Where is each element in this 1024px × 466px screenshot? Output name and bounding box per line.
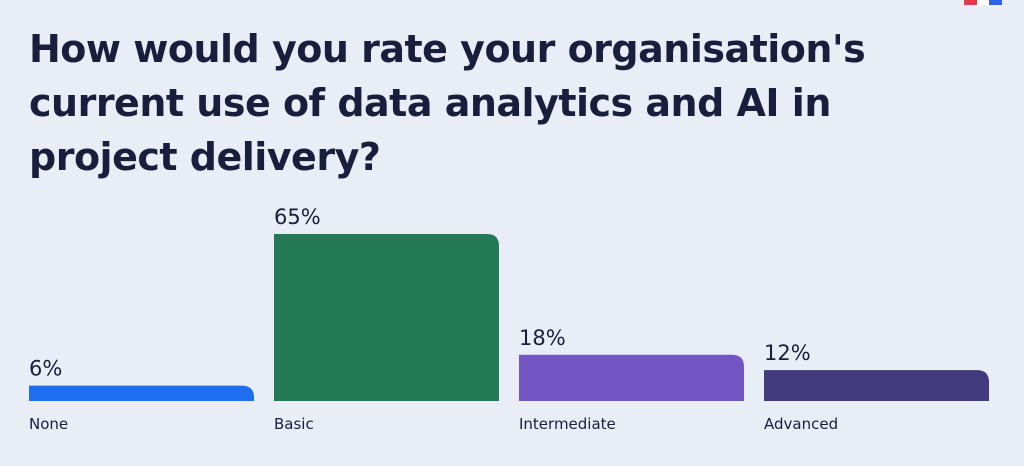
category-label-none: None (29, 415, 68, 433)
bar-none (29, 385, 254, 401)
value-label-none: 6% (29, 357, 62, 381)
logo-stripe-1 (964, 0, 977, 5)
bar-intermediate (519, 354, 744, 401)
logo-stripe-2 (976, 0, 990, 5)
bar-basic (274, 234, 499, 401)
category-label-basic: Basic (274, 415, 314, 433)
chart-title: How would you rate your organisation's c… (29, 27, 866, 179)
logo-stripe-3 (989, 0, 1003, 5)
value-label-advanced: 12% (764, 341, 811, 365)
value-label-intermediate: 18% (519, 326, 566, 350)
category-label-intermediate: Intermediate (519, 415, 616, 433)
bar-advanced (764, 370, 989, 401)
value-label-basic: 65% (274, 205, 321, 229)
brand-logo (964, 0, 1003, 5)
category-label-advanced: Advanced (764, 415, 838, 433)
